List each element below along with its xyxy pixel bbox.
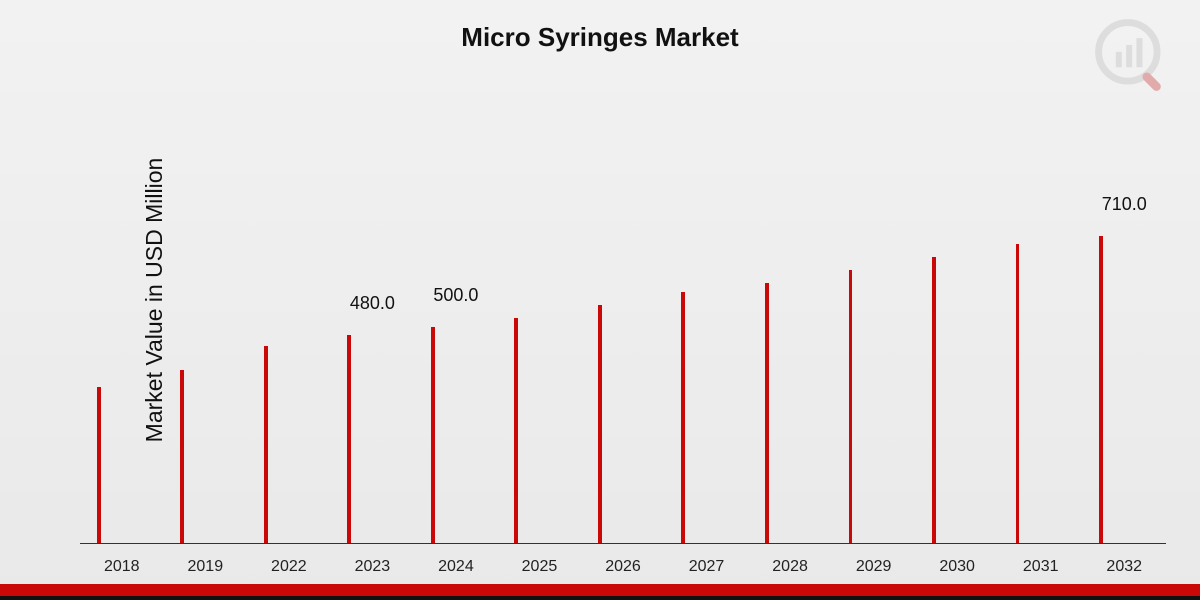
bar-slot — [581, 110, 665, 543]
bar-slot — [748, 110, 832, 543]
bar-slot: 480.0 — [331, 110, 415, 543]
bar — [765, 283, 769, 543]
watermark-logo-icon — [1090, 14, 1176, 100]
bar-slot — [164, 110, 248, 543]
x-axis-labels: 2018 2019 2022 2023 2024 2025 2026 2027 2028 2029… — [80, 552, 1166, 576]
bar — [97, 387, 101, 543]
x-tick-label: 2031 — [1023, 558, 1059, 576]
bar-slot — [915, 110, 999, 543]
bar-value-label: 710.0 — [1054, 194, 1194, 215]
x-tick-label: 2028 — [772, 558, 808, 576]
x-tick-label: 2018 — [104, 558, 140, 576]
bar — [849, 270, 853, 543]
chart-plot-area: 480.0500.0 710.0 — [80, 110, 1166, 544]
x-tick-label: 2026 — [605, 558, 641, 576]
bar — [681, 292, 685, 543]
bar-slot — [832, 110, 916, 543]
x-tick-label: 2022 — [271, 558, 307, 576]
bar-slot — [498, 110, 582, 543]
bar — [1099, 236, 1103, 543]
x-tick-label: 2019 — [188, 558, 224, 576]
x-tick-label: 2023 — [355, 558, 391, 576]
bar — [1016, 244, 1020, 543]
bar — [514, 318, 518, 543]
x-tick-label: 2030 — [939, 558, 975, 576]
x-tick-label: 2032 — [1106, 558, 1142, 576]
bar-slot — [247, 110, 331, 543]
bar — [431, 327, 435, 544]
bar — [347, 335, 351, 543]
x-tick-label: 2025 — [522, 558, 558, 576]
bar-slot: 500.0 — [414, 110, 498, 543]
bar-slot — [999, 110, 1083, 543]
page-root: Micro Syringes Market Market Value in US… — [0, 0, 1200, 600]
bar — [598, 305, 602, 543]
footer-dark-line — [0, 596, 1200, 600]
bar — [932, 257, 936, 543]
bar-slot: 710.0 — [1082, 110, 1166, 543]
x-tick-label: 2024 — [438, 558, 474, 576]
bars-container: 480.0500.0 710.0 — [80, 110, 1166, 543]
bar — [264, 346, 268, 543]
bar-slot — [665, 110, 749, 543]
x-tick-label: 2029 — [856, 558, 892, 576]
bar-slot — [80, 110, 164, 543]
chart-title: Micro Syringes Market — [0, 22, 1200, 53]
x-tick-label: 2027 — [689, 558, 725, 576]
bar — [180, 370, 184, 543]
